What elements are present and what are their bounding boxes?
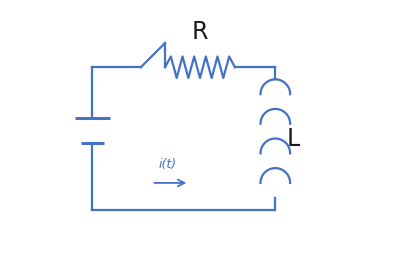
Text: i(t): i(t) [159,158,177,171]
Text: L: L [286,126,300,151]
Text: R: R [192,20,208,44]
